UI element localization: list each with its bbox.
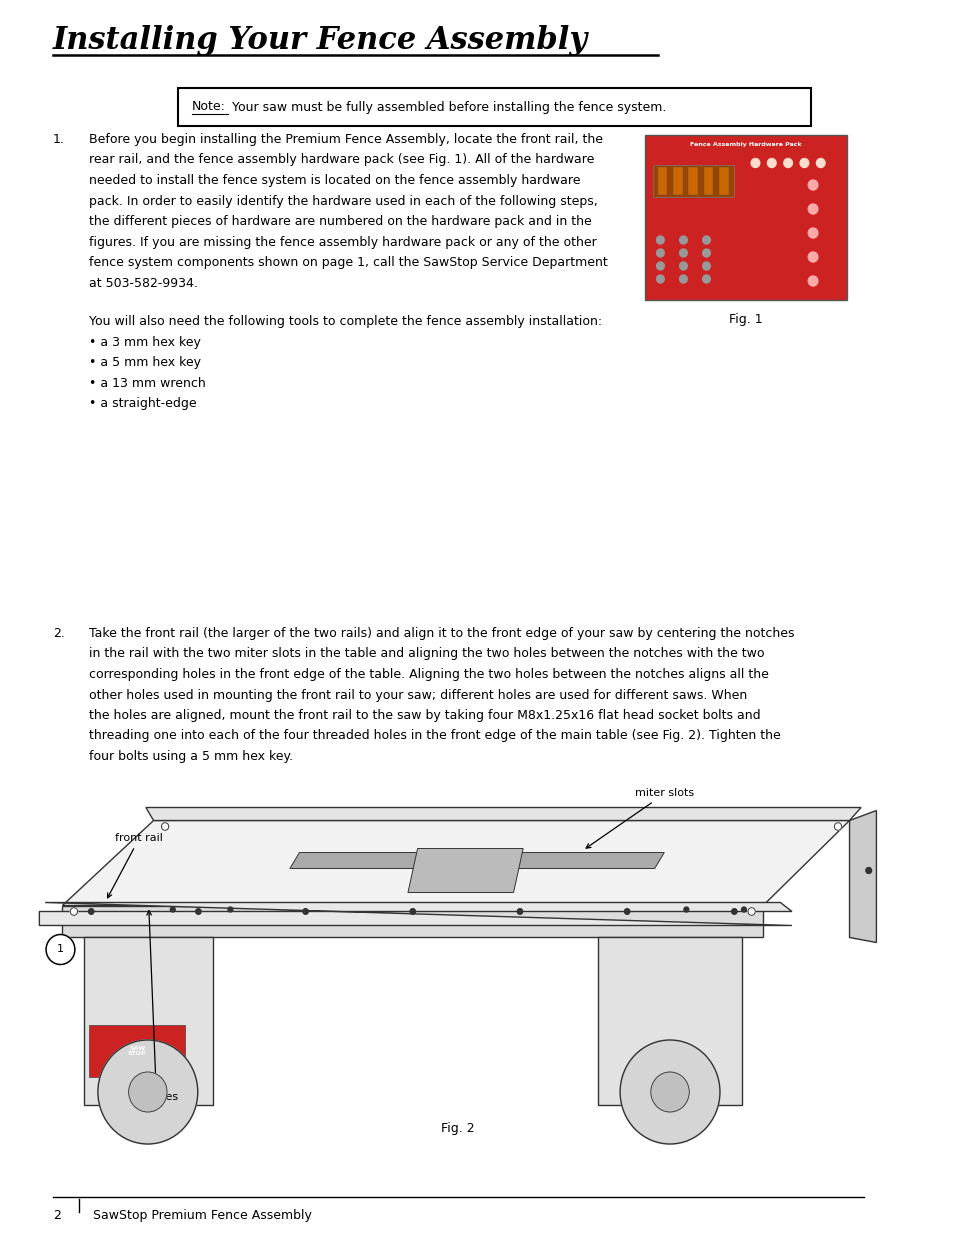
Text: four bolts using a 5 mm hex key.: four bolts using a 5 mm hex key. (90, 750, 294, 763)
Bar (687, 167, 698, 195)
Text: Take the front rail (the larger of the two rails) and align it to the front edge: Take the front rail (the larger of the t… (90, 627, 794, 640)
Bar (598, 937, 741, 1105)
Text: Fig. 1: Fig. 1 (728, 312, 761, 326)
Text: 1: 1 (57, 945, 64, 955)
Circle shape (807, 204, 817, 214)
Text: 2.: 2. (52, 627, 65, 640)
Circle shape (656, 236, 663, 245)
Circle shape (656, 262, 663, 270)
Circle shape (807, 275, 817, 287)
Circle shape (679, 275, 686, 283)
Circle shape (410, 909, 415, 914)
Circle shape (747, 908, 755, 915)
Circle shape (807, 252, 817, 262)
Circle shape (807, 180, 817, 190)
Polygon shape (62, 905, 762, 937)
Circle shape (195, 909, 201, 914)
Text: Fence Assembly Hardware Pack: Fence Assembly Hardware Pack (689, 142, 801, 147)
Text: at 503-582-9934.: at 503-582-9934. (90, 277, 198, 289)
Text: corresponding holes in the front edge of the table. Aligning the two holes betwe: corresponding holes in the front edge of… (90, 668, 768, 680)
Text: • a straight-edge: • a straight-edge (90, 396, 196, 410)
Circle shape (679, 262, 686, 270)
Text: the different pieces of hardware are numbered on the hardware pack and in the: the different pieces of hardware are num… (90, 215, 592, 228)
Circle shape (683, 906, 688, 911)
Text: front rail: front rail (108, 834, 163, 898)
Text: rear rail, and the fence assembly hardware pack (see Fig. 1). All of the hardwar: rear rail, and the fence assembly hardwa… (90, 153, 594, 167)
Text: the holes are aligned, mount the front rail to the saw by taking four M8x1.25x16: the holes are aligned, mount the front r… (90, 709, 760, 722)
Circle shape (702, 262, 710, 270)
Text: 2: 2 (52, 1209, 61, 1221)
Polygon shape (146, 808, 861, 820)
Circle shape (656, 275, 663, 283)
Circle shape (766, 158, 776, 168)
Text: • a 5 mm hex key: • a 5 mm hex key (90, 356, 201, 369)
Bar (177, 88, 810, 126)
Circle shape (656, 249, 663, 257)
Polygon shape (849, 810, 876, 942)
Circle shape (89, 909, 93, 914)
Circle shape (702, 236, 710, 245)
Circle shape (161, 823, 169, 830)
Circle shape (302, 909, 308, 914)
Circle shape (702, 249, 710, 257)
Circle shape (834, 823, 841, 830)
Circle shape (619, 1040, 720, 1144)
Circle shape (800, 158, 808, 168)
Text: Note:: Note: (192, 100, 226, 114)
Bar (84, 937, 213, 1105)
Circle shape (98, 1040, 197, 1144)
Polygon shape (408, 848, 522, 893)
Bar (652, 165, 734, 198)
Circle shape (129, 1072, 167, 1112)
Text: Before you begin installing the Premium Fence Assembly, locate the front rail, t: Before you begin installing the Premium … (90, 133, 602, 146)
Circle shape (650, 1072, 688, 1112)
Polygon shape (500, 852, 663, 868)
Circle shape (865, 867, 871, 873)
Circle shape (783, 158, 792, 168)
Text: notches: notches (134, 910, 178, 1102)
Bar (644, 135, 845, 300)
Circle shape (702, 275, 710, 283)
Text: You will also need the following tools to complete the fence assembly installati: You will also need the following tools t… (90, 315, 601, 329)
Circle shape (731, 909, 737, 914)
Circle shape (517, 909, 522, 914)
Circle shape (679, 236, 686, 245)
Text: fence system components shown on page 1, call the SawStop Service Department: fence system components shown on page 1,… (90, 256, 607, 269)
Bar (719, 167, 728, 195)
Circle shape (71, 908, 77, 915)
Text: Fig. 2: Fig. 2 (440, 1123, 475, 1135)
Text: in the rail with the two miter slots in the table and aligning the two holes bet: in the rail with the two miter slots in … (90, 647, 764, 661)
Text: pack. In order to easily identify the hardware used in each of the following ste: pack. In order to easily identify the ha… (90, 194, 598, 207)
Polygon shape (62, 820, 849, 905)
Text: • a 3 mm hex key: • a 3 mm hex key (90, 336, 201, 348)
Text: • a 13 mm wrench: • a 13 mm wrench (90, 377, 206, 389)
Text: other holes used in mounting the front rail to your saw; different holes are use: other holes used in mounting the front r… (90, 688, 747, 701)
Text: needed to install the fence system is located on the fence assembly hardware: needed to install the fence system is lo… (90, 174, 580, 186)
Text: miter slots: miter slots (585, 788, 694, 848)
Circle shape (46, 935, 74, 965)
Circle shape (750, 158, 759, 168)
Circle shape (740, 906, 745, 911)
Text: SawStop Premium Fence Assembly: SawStop Premium Fence Assembly (93, 1209, 312, 1221)
Text: Installing Your Fence Assembly: Installing Your Fence Assembly (52, 25, 587, 56)
Polygon shape (39, 903, 791, 925)
Bar (703, 167, 713, 195)
Circle shape (816, 158, 824, 168)
Circle shape (171, 906, 175, 911)
Bar (90, 1025, 185, 1077)
Circle shape (624, 909, 629, 914)
Polygon shape (290, 852, 453, 868)
Circle shape (807, 228, 817, 238)
Text: SAW
STOP: SAW STOP (128, 1046, 147, 1056)
Text: 1.: 1. (52, 133, 65, 146)
Text: figures. If you are missing the fence assembly hardware pack or any of the other: figures. If you are missing the fence as… (90, 236, 597, 248)
Text: Your saw must be fully assembled before installing the fence system.: Your saw must be fully assembled before … (228, 100, 665, 114)
Circle shape (228, 906, 233, 911)
Bar (672, 167, 681, 195)
Text: threading one into each of the four threaded holes in the front edge of the main: threading one into each of the four thre… (90, 730, 781, 742)
Bar (657, 167, 666, 195)
Circle shape (679, 249, 686, 257)
